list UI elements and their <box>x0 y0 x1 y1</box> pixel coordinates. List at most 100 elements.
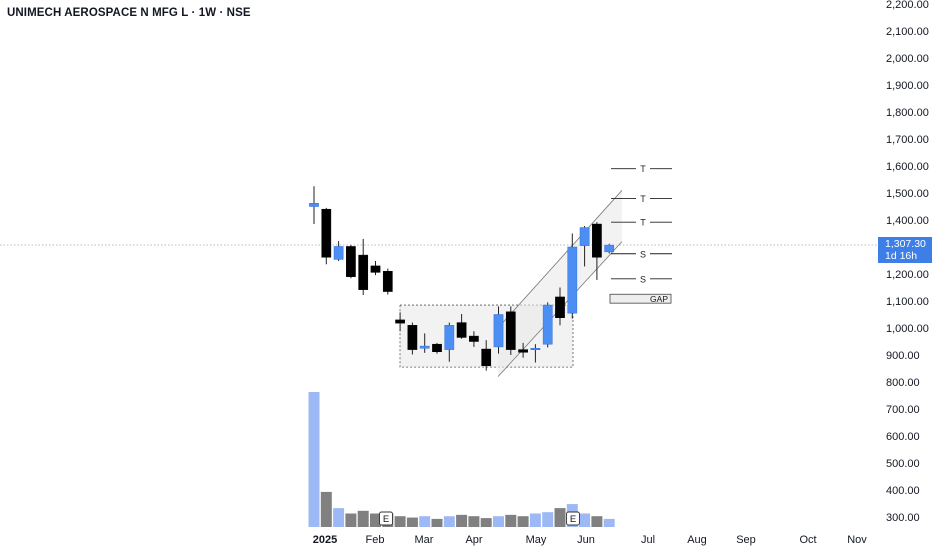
y-tick-label: 1,000.00 <box>886 323 929 335</box>
volume-bar <box>480 518 492 527</box>
volume-bar <box>517 516 529 527</box>
y-tick-label: 1,600.00 <box>886 161 929 173</box>
x-tick-label: Sep <box>736 534 756 546</box>
x-tick-label: Apr <box>465 534 482 546</box>
candle-body <box>358 254 369 290</box>
candle-body <box>481 348 492 367</box>
y-tick-label: 500.00 <box>886 458 920 470</box>
candle-body <box>382 271 393 292</box>
y-tick-label: 600.00 <box>886 431 920 443</box>
candle-body <box>542 304 553 345</box>
candle-body <box>530 348 541 350</box>
volume-bar <box>406 517 418 527</box>
candle-body <box>469 335 479 342</box>
volume-bar <box>357 510 369 527</box>
x-tick-label: Nov <box>847 534 867 546</box>
volume-bar <box>370 513 381 527</box>
y-tick-label: 900.00 <box>886 350 920 362</box>
volume-bar <box>320 491 332 527</box>
volume-bar <box>431 518 443 527</box>
volume-bar <box>554 508 566 527</box>
volume-bar <box>542 512 554 527</box>
candle-body <box>555 296 565 318</box>
x-tick-label: May <box>526 534 547 546</box>
y-tick-label: 300.00 <box>886 512 920 524</box>
bar-countdown: 1d 16h <box>885 250 918 262</box>
candle-body <box>333 246 344 260</box>
candle-body <box>395 319 405 324</box>
candle-body <box>370 265 381 273</box>
x-tick-label: Jun <box>577 534 595 546</box>
candle-body <box>309 203 319 207</box>
earnings-label: E <box>383 514 389 525</box>
x-tick-label: Jul <box>641 534 655 546</box>
y-tick-label: 400.00 <box>886 485 920 497</box>
x-tick-label: Feb <box>366 534 385 546</box>
y-tick-label: 1,500.00 <box>886 188 929 200</box>
time-axis: 2025 Feb Mar Apr May Jun Jul Aug Sep Oct Nov <box>313 534 868 546</box>
volume-bar <box>468 516 480 527</box>
volume-bar <box>443 516 455 527</box>
target-label: T <box>640 194 646 204</box>
candle-body <box>407 325 418 350</box>
rising-channel <box>498 190 622 377</box>
candle-body <box>493 314 504 348</box>
last-price-badge: 1,307.30 1d 16h <box>878 237 932 263</box>
candle-body <box>567 246 578 314</box>
earnings-marker <box>379 511 393 526</box>
y-tick-label: 1,200.00 <box>886 269 929 281</box>
candle-body <box>346 246 356 277</box>
drawing-labels: T T T S S GAP E E <box>379 164 672 526</box>
channel-upper-line <box>497 190 623 329</box>
gap-label: GAP <box>650 294 668 304</box>
target-label: T <box>640 218 646 228</box>
support-label: S <box>640 274 646 284</box>
candle-body <box>604 244 615 253</box>
candle-body <box>321 208 332 258</box>
candle-body <box>579 227 590 246</box>
volume-bar <box>529 513 541 527</box>
y-tick-label: 800.00 <box>886 377 920 389</box>
x-tick-label: Aug <box>687 534 707 546</box>
y-tick-label: 1,100.00 <box>886 296 929 308</box>
price-axis: 2,200.00 2,100.00 2,000.00 1,900.00 1,800.00… <box>886 0 929 524</box>
x-tick-label: Oct <box>799 534 816 546</box>
candle-body <box>444 325 455 350</box>
volume-bar <box>456 514 468 527</box>
volume-bar <box>603 518 615 527</box>
y-tick-label: 1,900.00 <box>886 80 929 92</box>
volume-bar <box>591 516 603 527</box>
gap-zone <box>609 293 672 304</box>
y-tick-label: 1,700.00 <box>886 134 929 146</box>
earnings-marker <box>566 511 580 526</box>
y-tick-label: 1,400.00 <box>886 215 929 227</box>
y-tick-label: 2,100.00 <box>886 26 929 38</box>
volume-bars <box>308 392 615 527</box>
volume-bar <box>394 516 406 527</box>
chart-title: UNIMECH AEROSPACE N MFG L · 1W · NSE <box>7 7 251 19</box>
candle-body <box>518 349 528 353</box>
volume-bar <box>308 392 320 527</box>
support-label: S <box>640 249 646 259</box>
x-tick-label: Mar <box>415 534 434 546</box>
y-tick-label: 1,800.00 <box>886 107 929 119</box>
target-label: T <box>640 164 646 174</box>
candle-body <box>592 223 602 258</box>
volume-bar <box>579 513 591 527</box>
y-tick-label: 2,200.00 <box>886 0 929 11</box>
candle-body <box>456 322 467 338</box>
last-price-value: 1,307.30 <box>885 238 926 250</box>
earnings-label: E <box>570 514 576 525</box>
x-tick-label: 2025 <box>313 534 337 546</box>
candles <box>309 186 615 371</box>
y-tick-label: 700.00 <box>886 404 920 416</box>
volume-bar <box>505 514 517 527</box>
volume-bar <box>345 513 357 527</box>
y-tick-label: 2,000.00 <box>886 53 929 65</box>
candle-body <box>505 311 516 350</box>
volume-bar <box>333 508 345 527</box>
volume-bar <box>493 516 504 527</box>
candle-body <box>432 343 442 353</box>
volume-bar <box>419 516 431 527</box>
